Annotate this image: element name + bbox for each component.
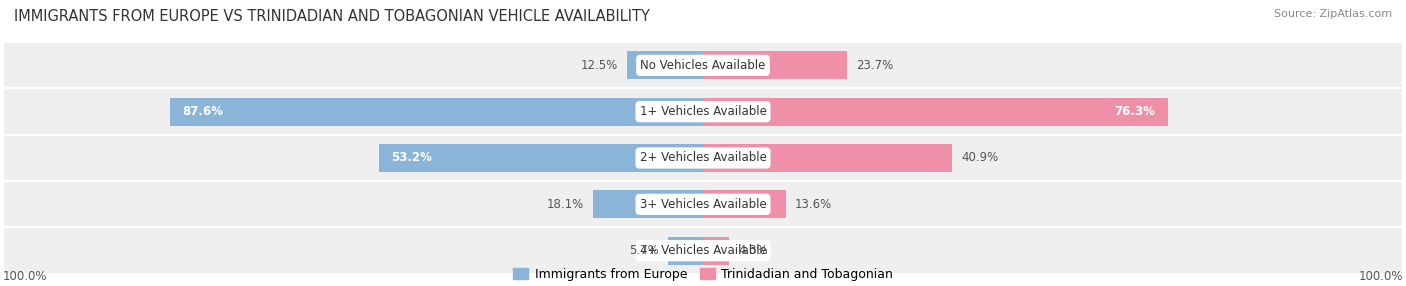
- Text: 18.1%: 18.1%: [547, 198, 583, 211]
- Text: 53.2%: 53.2%: [391, 152, 432, 164]
- Text: 1+ Vehicles Available: 1+ Vehicles Available: [640, 105, 766, 118]
- Text: 87.6%: 87.6%: [181, 105, 222, 118]
- Text: 13.6%: 13.6%: [794, 198, 832, 211]
- Text: 5.7%: 5.7%: [630, 244, 659, 257]
- FancyBboxPatch shape: [3, 135, 1403, 181]
- Text: 40.9%: 40.9%: [962, 152, 998, 164]
- Bar: [703, 237, 730, 265]
- FancyBboxPatch shape: [3, 181, 1403, 227]
- Text: No Vehicles Available: No Vehicles Available: [640, 59, 766, 72]
- Text: 2+ Vehicles Available: 2+ Vehicles Available: [640, 152, 766, 164]
- Text: 76.3%: 76.3%: [1115, 105, 1156, 118]
- Bar: [593, 190, 703, 218]
- Bar: [703, 51, 848, 79]
- Bar: [703, 144, 952, 172]
- Bar: [668, 237, 703, 265]
- Bar: [380, 144, 703, 172]
- Text: 100.0%: 100.0%: [1358, 270, 1403, 283]
- Text: 3+ Vehicles Available: 3+ Vehicles Available: [640, 198, 766, 211]
- Bar: [627, 51, 703, 79]
- Text: 4.3%: 4.3%: [738, 244, 768, 257]
- FancyBboxPatch shape: [3, 227, 1403, 274]
- Text: IMMIGRANTS FROM EUROPE VS TRINIDADIAN AND TOBAGONIAN VEHICLE AVAILABILITY: IMMIGRANTS FROM EUROPE VS TRINIDADIAN AN…: [14, 9, 650, 23]
- FancyBboxPatch shape: [3, 42, 1403, 88]
- Text: 12.5%: 12.5%: [581, 59, 617, 72]
- Text: Source: ZipAtlas.com: Source: ZipAtlas.com: [1274, 9, 1392, 19]
- Bar: [703, 190, 786, 218]
- Bar: [703, 98, 1167, 126]
- Legend: Immigrants from Europe, Trinidadian and Tobagonian: Immigrants from Europe, Trinidadian and …: [509, 263, 897, 286]
- Text: 4+ Vehicles Available: 4+ Vehicles Available: [640, 244, 766, 257]
- FancyBboxPatch shape: [3, 88, 1403, 135]
- Text: 23.7%: 23.7%: [856, 59, 894, 72]
- Text: 100.0%: 100.0%: [3, 270, 48, 283]
- Bar: [170, 98, 703, 126]
